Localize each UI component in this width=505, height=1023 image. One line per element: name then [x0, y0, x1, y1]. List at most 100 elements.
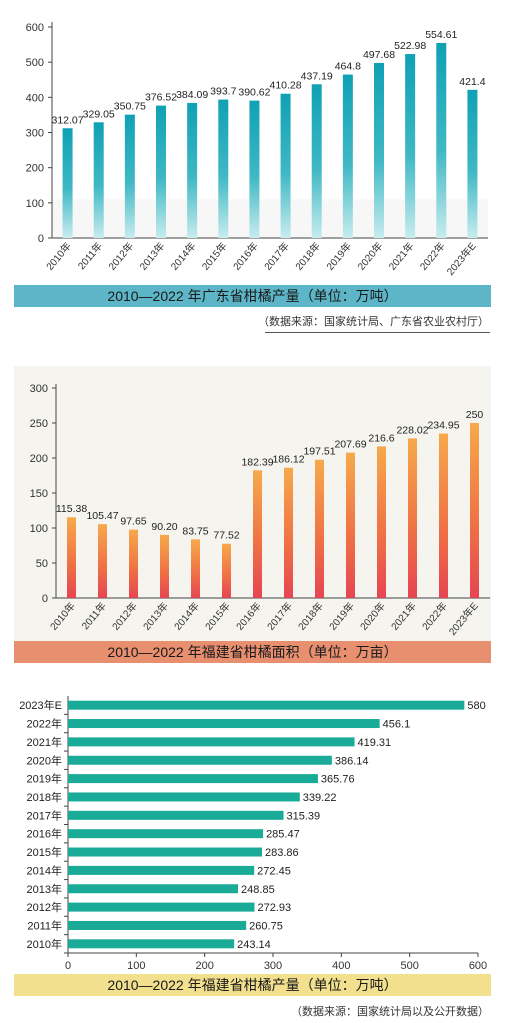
y-tick-label: 100 [30, 523, 48, 535]
y-tick-label: 400 [26, 92, 44, 104]
bar [93, 122, 104, 238]
guangdong-production-panel: 0 100 200 300 400 500 600 312.07 2010年 329.05 2011… [0, 0, 505, 340]
bar [98, 524, 107, 598]
y-tick-label: 0 [38, 233, 44, 245]
guangdong-production-source: （数据来源：国家统计局、广东省农业农村厅） [258, 315, 489, 328]
bar [342, 74, 353, 238]
data-label: 285.47 [266, 829, 300, 841]
data-label: 260.75 [249, 920, 283, 932]
x-tick-label: 200 [195, 960, 213, 972]
data-label: 386.14 [335, 755, 369, 767]
data-label: 419.31 [358, 737, 392, 749]
data-label: 339.22 [303, 792, 337, 804]
data-label: 393.7 [210, 86, 236, 98]
y-tick-label: 2017年 [27, 808, 62, 822]
y-tick-label: 200 [30, 453, 48, 465]
x-tick-label: 2019年 [323, 240, 354, 273]
data-label: 243.14 [237, 939, 271, 951]
y-tick-label: 50 [36, 558, 48, 570]
bar [405, 54, 416, 239]
bar [68, 737, 355, 747]
guangdong-production-title: 2010—2022 年广东省柑橘产量（单位：万吨） [14, 285, 491, 307]
data-label: 216.6 [368, 432, 394, 444]
bar [470, 423, 479, 598]
y-tick-label: 250 [30, 418, 48, 430]
data-label: 464.8 [335, 61, 361, 73]
x-tick-label: 0 [65, 960, 71, 972]
bar [377, 446, 386, 598]
y-tick-label: 2014年 [27, 863, 62, 877]
data-label: 554.61 [425, 29, 457, 41]
bar [346, 452, 355, 598]
bar [68, 884, 239, 894]
y-tick-label: 500 [26, 57, 44, 69]
data-label: 228.02 [396, 424, 428, 436]
x-tick-label: 2011年 [75, 240, 105, 272]
data-label: 350.75 [114, 101, 146, 113]
bar [68, 700, 465, 710]
data-label: 83.75 [182, 525, 208, 537]
data-label: 390.62 [238, 87, 270, 99]
y-tick-label: 100 [26, 198, 44, 210]
x-tick-label: 2020年 [355, 240, 386, 273]
y-tick-label: 0 [42, 593, 48, 605]
data-label: 186.12 [272, 454, 304, 466]
y-tick-label: 2011年 [27, 918, 62, 932]
bar [68, 939, 235, 949]
bar [124, 114, 135, 238]
data-label: 376.52 [145, 92, 177, 104]
y-tick-label: 300 [30, 383, 48, 395]
data-label: 580 [467, 700, 485, 712]
background-band [52, 199, 488, 238]
bar [191, 539, 200, 598]
x-tick-label: 2023年E [444, 239, 479, 277]
data-label: 365.76 [321, 774, 355, 786]
bar [374, 62, 384, 239]
bar [160, 534, 169, 598]
y-tick-label: 2018年 [27, 790, 62, 804]
data-label: 522.98 [394, 40, 426, 52]
x-tick-label: 600 [469, 960, 487, 972]
bar [68, 719, 380, 729]
bar [436, 42, 447, 238]
data-label: 497.68 [363, 49, 395, 61]
y-tick-label: 2023年E [19, 698, 62, 712]
data-label: 329.05 [83, 108, 115, 120]
data-label: 283.86 [265, 847, 299, 859]
bar [68, 774, 318, 784]
x-tick-label: 2021年 [386, 240, 417, 273]
fujian-production-title: 2010—2022 年福建省柑橘产量（单位：万吨） [14, 974, 491, 996]
data-label: 272.93 [258, 902, 292, 914]
fujian-area-chart: 050100150200250300115.382010年105.472011年… [14, 366, 491, 641]
bar [62, 128, 73, 238]
y-tick-label: 2021年 [27, 735, 62, 749]
bar [280, 93, 291, 238]
source-divider [265, 332, 490, 333]
fujian-production-panel: 0 100 200 300 400 500 600 580 2023年E 456.1 2022年 41… [0, 690, 505, 1023]
bar [68, 920, 247, 930]
fujian-production-chart: 0 100 200 300 400 500 600 580 2023年E 456.1 2022年 41… [19, 696, 487, 972]
bar [129, 529, 138, 598]
bar [315, 459, 324, 598]
data-label: 272.45 [257, 865, 291, 877]
data-label: 207.69 [334, 439, 366, 451]
y-tick-label: 2012年 [27, 900, 62, 914]
bar [311, 84, 322, 238]
bar [68, 847, 262, 857]
data-label: 90.20 [151, 521, 177, 533]
bar [68, 755, 332, 765]
data-label: 234.95 [427, 420, 459, 432]
data-label: 250 [466, 409, 484, 421]
y-tick-label: 300 [26, 128, 44, 140]
x-tick-label: 2014年 [168, 240, 199, 273]
bar [218, 99, 229, 239]
bar [408, 438, 417, 598]
bar [249, 100, 260, 239]
y-tick-label: 2010年 [27, 937, 62, 951]
x-tick-label: 2018年 [292, 240, 323, 273]
y-tick-label: 2016年 [27, 827, 62, 841]
bar [439, 433, 448, 598]
x-tick-label: 2012年 [105, 240, 136, 273]
fujian-area-title: 2010—2022 年福建省柑橘面积（单位：万亩） [14, 641, 491, 663]
bar [284, 467, 293, 598]
